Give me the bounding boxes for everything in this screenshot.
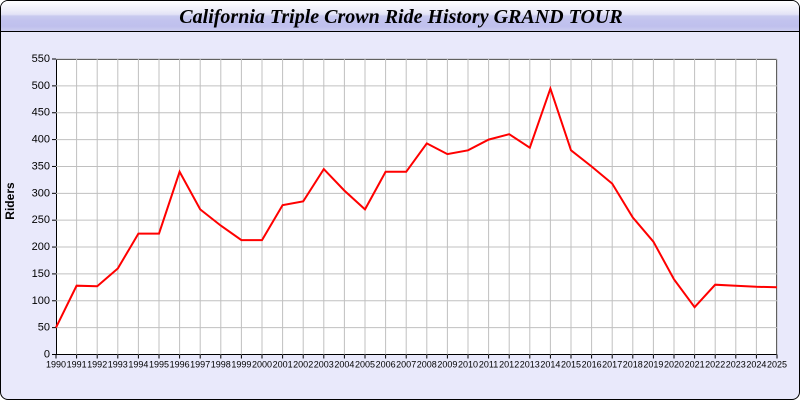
svg-text:1999: 1999	[231, 360, 251, 370]
svg-text:250: 250	[32, 214, 50, 226]
svg-text:2020: 2020	[664, 360, 684, 370]
svg-text:500: 500	[32, 80, 50, 92]
svg-text:2004: 2004	[334, 360, 354, 370]
svg-text:2013: 2013	[520, 360, 540, 370]
svg-text:2005: 2005	[355, 360, 375, 370]
svg-text:2023: 2023	[726, 360, 746, 370]
svg-text:2012: 2012	[499, 360, 519, 370]
svg-text:2022: 2022	[705, 360, 725, 370]
svg-text:1998: 1998	[211, 360, 231, 370]
svg-text:2016: 2016	[582, 360, 602, 370]
svg-text:2024: 2024	[746, 360, 766, 370]
svg-text:1994: 1994	[128, 360, 148, 370]
svg-text:1990: 1990	[46, 360, 66, 370]
svg-text:450: 450	[32, 107, 50, 119]
svg-text:350: 350	[32, 160, 50, 172]
svg-text:2000: 2000	[252, 360, 272, 370]
svg-text:1993: 1993	[108, 360, 128, 370]
svg-text:2002: 2002	[293, 360, 313, 370]
svg-text:2021: 2021	[685, 360, 705, 370]
svg-text:2017: 2017	[602, 360, 622, 370]
svg-text:300: 300	[32, 187, 50, 199]
svg-text:50: 50	[38, 322, 50, 334]
svg-text:2011: 2011	[479, 360, 498, 370]
svg-text:550: 550	[32, 53, 50, 65]
svg-text:2010: 2010	[458, 360, 478, 370]
svg-text:2001: 2001	[273, 360, 293, 370]
svg-text:1992: 1992	[87, 360, 107, 370]
svg-text:400: 400	[32, 134, 50, 146]
svg-text:2007: 2007	[396, 360, 416, 370]
svg-text:200: 200	[32, 241, 50, 253]
svg-text:2003: 2003	[314, 360, 334, 370]
svg-text:2018: 2018	[623, 360, 643, 370]
svg-text:1997: 1997	[190, 360, 210, 370]
svg-text:2014: 2014	[540, 360, 560, 370]
svg-text:2015: 2015	[561, 360, 581, 370]
svg-text:150: 150	[32, 268, 50, 280]
svg-text:2009: 2009	[437, 360, 457, 370]
svg-text:1996: 1996	[170, 360, 190, 370]
svg-text:1995: 1995	[149, 360, 169, 370]
svg-text:1991: 1991	[67, 360, 87, 370]
svg-text:2025: 2025	[767, 360, 787, 370]
svg-text:2006: 2006	[376, 360, 396, 370]
svg-text:2008: 2008	[417, 360, 437, 370]
svg-text:100: 100	[32, 295, 50, 307]
svg-text:2019: 2019	[643, 360, 663, 370]
